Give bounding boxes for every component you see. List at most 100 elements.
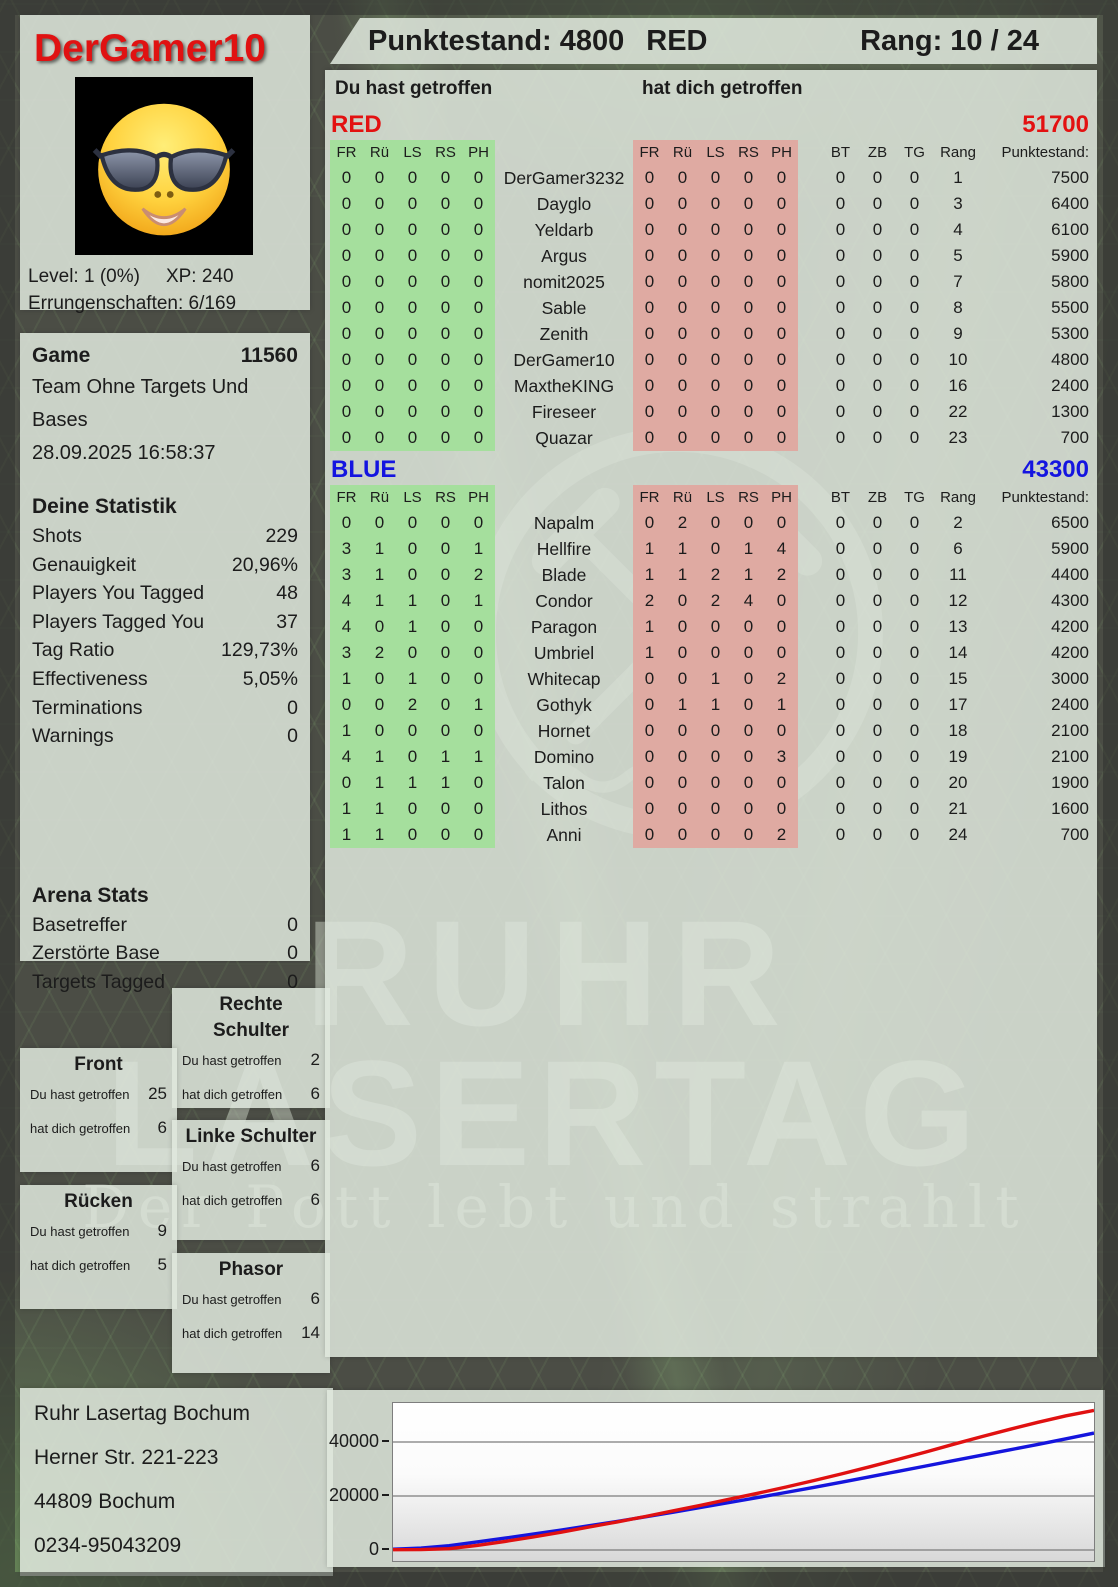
bt-cell: 0 <box>835 428 846 447</box>
tg-cell: 0 <box>909 168 920 187</box>
hit-you-cell: 0 <box>699 399 732 425</box>
hit-you-cell: 0 <box>633 796 666 822</box>
column-header: FR <box>330 485 363 510</box>
you-hit-cell: 0 <box>363 399 396 425</box>
rank-cell: 19 <box>948 747 968 766</box>
rank-cell: 16 <box>948 376 968 395</box>
hit-you-cell: 0 <box>765 718 798 744</box>
hit-you-cell: 0 <box>633 425 666 451</box>
you-hit-cell: 0 <box>462 640 495 666</box>
player-row: 0 0 0 0 0 Sable 0 0 0 0 0 0 0 0 8 5500 <box>330 295 1091 321</box>
tg-cell: 0 <box>909 194 920 213</box>
hit-you-cell: 1 <box>732 562 765 588</box>
you-hit-label: Du hast getroffen <box>335 78 493 99</box>
score-cell: 700 <box>1060 825 1089 844</box>
bt-cell: 0 <box>835 643 846 662</box>
stat-value: 20,96% <box>231 553 298 576</box>
you-hit-cell: 0 <box>462 295 495 321</box>
you-hit-cell: 0 <box>462 399 495 425</box>
hit-you-cell: 0 <box>699 347 732 373</box>
player-name-cell: Domino <box>533 746 595 767</box>
zb-cell: 0 <box>872 565 883 584</box>
column-header: Punktestand: <box>1001 144 1089 161</box>
spacer <box>798 321 822 347</box>
you-hit-cell: 0 <box>363 718 396 744</box>
zb-cell: 0 <box>872 799 883 818</box>
hit-label: Du hast getroffen <box>182 1159 282 1174</box>
spacer <box>798 718 822 744</box>
you-hit-cell: 1 <box>396 588 429 614</box>
you-hit-cell: 0 <box>429 425 462 451</box>
stat-value: 0 <box>287 913 298 936</box>
you-hit-cell: 0 <box>330 295 363 321</box>
player-name-cell: Lithos <box>540 798 588 819</box>
hit-you-cell: 0 <box>765 243 798 269</box>
column-header: Rü <box>363 140 396 165</box>
score-chart-plot <box>392 1402 1095 1562</box>
player-row: 1 1 0 0 0 Anni 0 0 0 0 2 0 0 0 24 700 <box>330 822 1091 848</box>
zb-cell: 0 <box>872 825 883 844</box>
you-hit-cell: 1 <box>330 822 363 848</box>
you-hit-cell: 0 <box>396 165 429 191</box>
player-row: 0 0 2 0 1 Gothyk 0 1 1 0 1 0 0 0 17 2400 <box>330 692 1091 718</box>
you-hit-cell: 0 <box>396 373 429 399</box>
zb-cell: 0 <box>872 591 883 610</box>
hit-you-cell: 0 <box>633 165 666 191</box>
hit-label: Du hast getroffen <box>182 1053 282 1068</box>
you-hit-cell: 4 <box>330 588 363 614</box>
bodypart-title: Front <box>74 1054 123 1075</box>
you-hit-cell: 4 <box>330 744 363 770</box>
zb-cell: 0 <box>872 194 883 213</box>
hit-you-cell: 0 <box>732 666 765 692</box>
hit-you-cell: 0 <box>633 692 666 718</box>
you-hit-cell: 3 <box>330 640 363 666</box>
bt-cell: 0 <box>835 272 846 291</box>
hit-you-cell: 0 <box>732 165 765 191</box>
hit-you-cell: 0 <box>732 191 765 217</box>
hit-you-cell: 0 <box>633 295 666 321</box>
zb-cell: 0 <box>872 272 883 291</box>
hit-you-cell: 0 <box>732 510 765 536</box>
team-block: RED 51700 FR Rü LS RS PH FR Rü LS RS PH BT ZB TG Rang… <box>330 110 1091 451</box>
you-hit-cell: 0 <box>429 510 462 536</box>
hit-you-cell: 0 <box>666 373 699 399</box>
level-label: Level: 1 (0%) <box>28 266 140 287</box>
you-hit-cell: 0 <box>330 269 363 295</box>
spacer <box>798 614 822 640</box>
you-hit-cell: 3 <box>330 562 363 588</box>
column-header: PH <box>462 485 495 510</box>
rank-cell: 21 <box>948 799 968 818</box>
hit-you-cell: 2 <box>699 562 732 588</box>
y-axis-tick-label: 0 <box>369 1538 389 1560</box>
hit-you-cell: 0 <box>765 165 798 191</box>
hit-you-cell: 0 <box>633 770 666 796</box>
you-hit-cell: 1 <box>363 588 396 614</box>
column-header: LS <box>699 485 732 510</box>
player-name-cell: Condor <box>535 590 593 611</box>
hit-you-cell: 2 <box>666 510 699 536</box>
you-hit-cell: 0 <box>396 243 429 269</box>
player-row: 0 0 0 0 0 Quazar 0 0 0 0 0 0 0 0 23 700 <box>330 425 1091 451</box>
bodypart-title: Rechte Schulter <box>212 994 290 1041</box>
you-hit-cell: 0 <box>330 321 363 347</box>
hit-you-cell: 0 <box>732 295 765 321</box>
you-hit-cell: 0 <box>396 191 429 217</box>
tg-cell: 0 <box>909 643 920 662</box>
spacer <box>798 217 822 243</box>
stat-row: Tag Ratio 129,73% <box>32 636 298 665</box>
sunglasses-smiley-icon <box>75 77 253 255</box>
column-header: PH <box>462 140 495 165</box>
hit-you-cell: 0 <box>666 347 699 373</box>
bt-cell: 0 <box>835 194 846 213</box>
hit-you-cell: 0 <box>666 191 699 217</box>
spacer <box>798 640 822 666</box>
spacer <box>798 510 822 536</box>
hit-you-cell: 0 <box>633 269 666 295</box>
column-header: PH <box>765 140 798 165</box>
hit-you-cell: 4 <box>765 536 798 562</box>
hit-you-cell: 0 <box>699 614 732 640</box>
you-hit-cell: 1 <box>462 588 495 614</box>
you-hit-cell: 1 <box>363 562 396 588</box>
hit-value: 6 <box>310 1289 320 1308</box>
column-header: BT <box>830 144 851 161</box>
